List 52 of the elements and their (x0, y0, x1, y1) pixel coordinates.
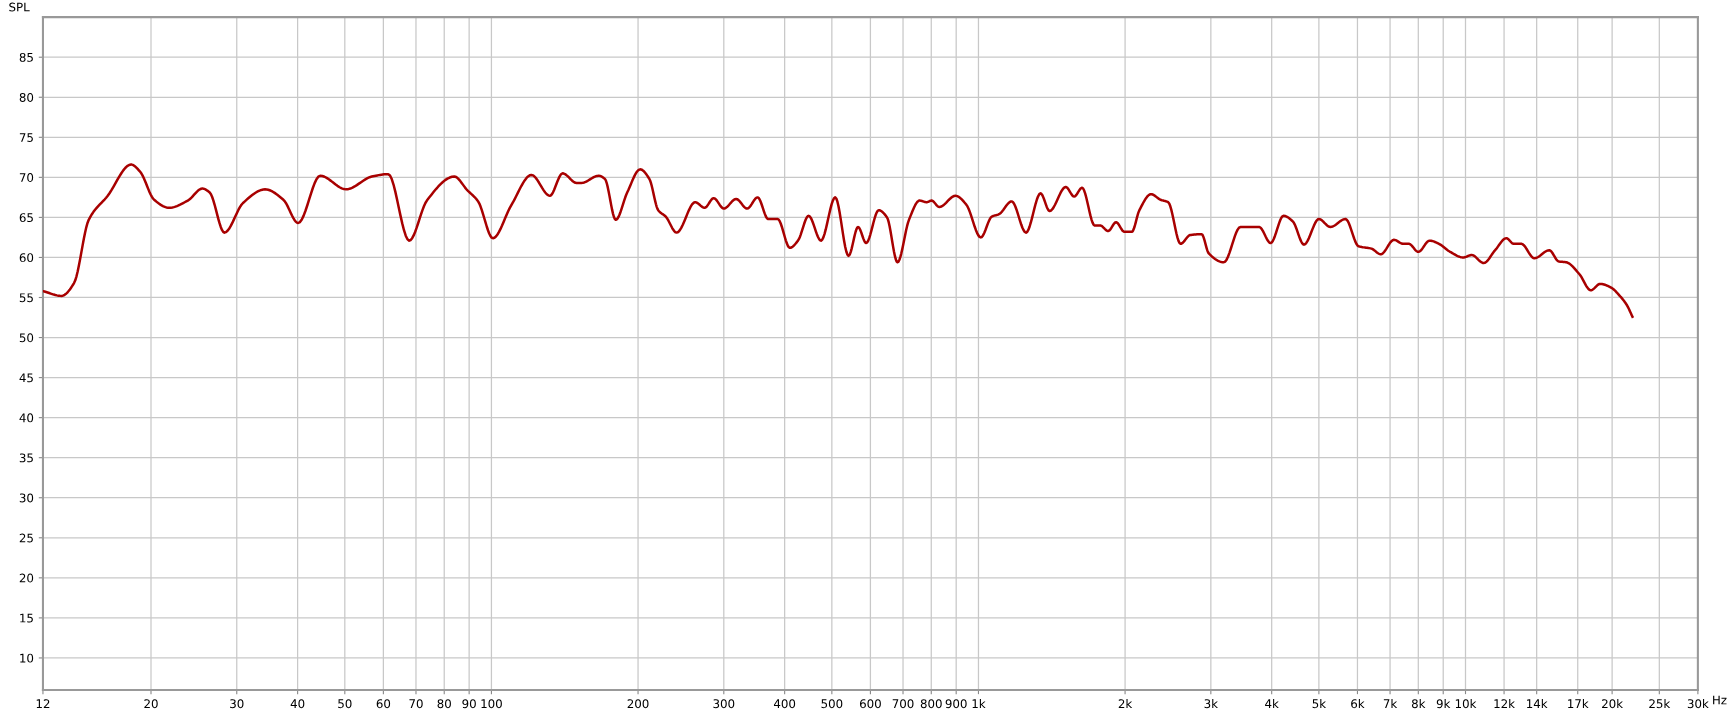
x-tick-label: 900 (945, 699, 967, 709)
x-tick-label: 7k (1383, 699, 1398, 708)
x-tick-label: 90 (462, 699, 476, 709)
y-axis-title: SPL (9, 2, 30, 12)
x-tick-label: 12 (36, 699, 50, 708)
x-tick-label: 1k (972, 699, 986, 708)
x-tick-label: 300 (713, 699, 735, 709)
x-tick-label: 2k (1118, 699, 1133, 708)
y-tick-label: 65 (19, 213, 33, 223)
y-tick-label: 40 (19, 413, 34, 423)
x-tick-label: 3k (1204, 699, 1218, 709)
y-tick-label: 70 (19, 173, 34, 183)
x-tick-label: 400 (773, 699, 796, 709)
y-tick-label: 55 (19, 293, 33, 303)
x-axis-title: Hz (1713, 695, 1727, 705)
x-tick-label: 100 (481, 699, 502, 709)
x-tick-label: 20k (1602, 699, 1624, 709)
x-tick-label: 10k (1455, 699, 1477, 709)
x-tick-label: 4k (1265, 699, 1279, 708)
x-tick-label: 80 (437, 699, 451, 709)
x-tick-label: 600 (859, 699, 881, 709)
y-tick-label: 60 (19, 253, 34, 263)
x-tick-label: 6k (1351, 699, 1365, 709)
x-tick-label: 30k (1687, 699, 1709, 709)
x-tick-label: 20 (144, 699, 158, 709)
y-tick-label: 30 (19, 493, 34, 503)
x-tick-label: 30 (230, 699, 244, 709)
y-tick-label: 35 (19, 453, 33, 463)
y-tick-label: 45 (19, 373, 33, 383)
x-tick-label: 500 (821, 699, 843, 709)
x-tick-label: 200 (627, 699, 649, 709)
x-tick-label: 50 (338, 699, 352, 709)
x-tick-label: 12k (1494, 699, 1515, 708)
x-tick-label: 8k (1411, 699, 1426, 709)
y-tick-label: 10 (20, 653, 34, 663)
y-tick-label: 20 (19, 573, 34, 583)
y-tick-label: 75 (19, 133, 33, 142)
x-tick-label: 60 (376, 699, 391, 709)
x-tick-label: 17k (1568, 699, 1589, 708)
x-tick-label: 5k (1312, 699, 1327, 709)
x-tick-label: 700 (892, 699, 914, 709)
x-tick-label: 800 (920, 699, 942, 709)
y-tick-label: 25 (19, 533, 33, 543)
x-tick-label: 25k (1649, 699, 1671, 709)
y-tick-label: 85 (19, 52, 33, 62)
x-tick-label: 14k (1527, 699, 1548, 708)
x-tick-label: 9k (1436, 699, 1451, 709)
y-tick-label: 15 (20, 613, 33, 623)
y-tick-label: 50 (19, 333, 34, 343)
y-tick-label: 80 (19, 92, 34, 102)
x-tick-label: 40 (290, 699, 305, 709)
x-tick-label: 70 (409, 699, 423, 709)
